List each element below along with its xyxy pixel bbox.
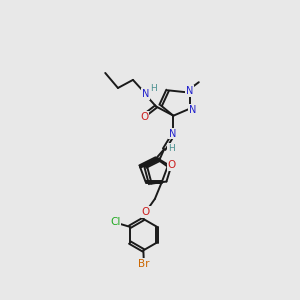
Text: Cl: Cl bbox=[110, 217, 121, 227]
Text: H: H bbox=[150, 84, 156, 93]
Text: H: H bbox=[168, 143, 175, 152]
Text: N: N bbox=[142, 89, 149, 99]
Text: N: N bbox=[169, 129, 176, 139]
Text: N: N bbox=[189, 105, 196, 115]
Text: O: O bbox=[168, 160, 176, 170]
Text: N: N bbox=[186, 86, 193, 96]
Text: O: O bbox=[142, 207, 150, 217]
Text: O: O bbox=[140, 112, 148, 122]
Text: Br: Br bbox=[138, 259, 150, 269]
